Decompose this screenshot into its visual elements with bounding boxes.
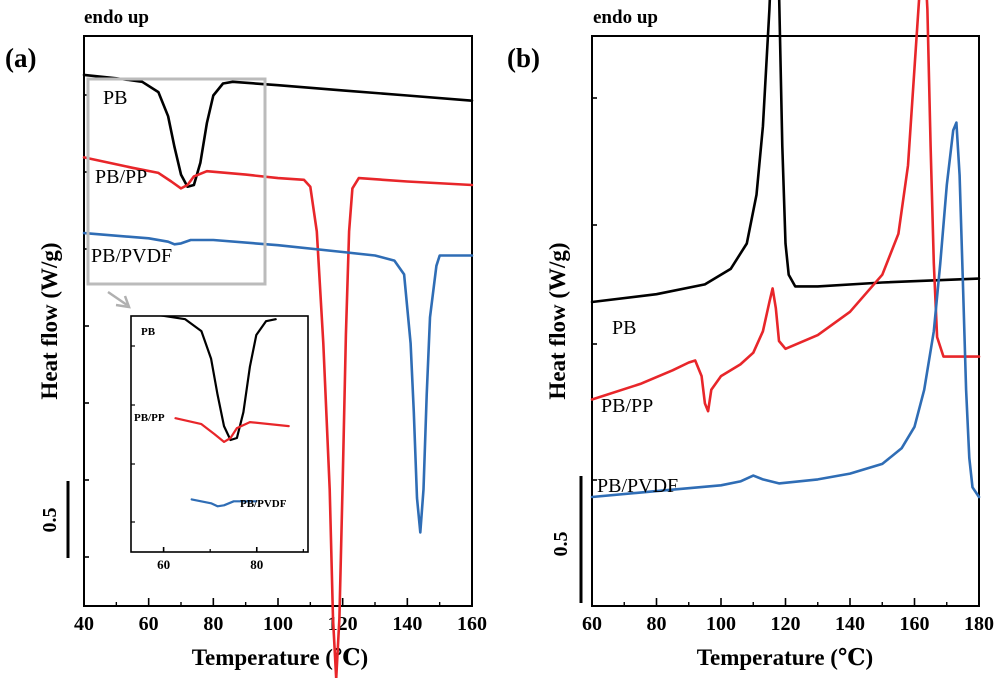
panel-a-x-tick-label-5: 140 (392, 613, 422, 635)
panel-a-x-tick-label-2: 80 (203, 613, 223, 635)
zoom-arrow (107, 290, 131, 309)
inset-series (158, 316, 290, 508)
panel-b-y-ticks (592, 97, 597, 481)
inset-label-pbpvdf: PB/PVDF (240, 498, 287, 510)
inset-x-tick-label-1: 80 (250, 557, 263, 572)
inset-x-axis: 60 80 (131, 345, 304, 572)
panel-a-series (82, 73, 474, 680)
panel-a-scale-bar-label: 0.5 (39, 508, 61, 533)
panel-b-label-pbpvdf: PB/PVDF (597, 475, 678, 497)
panel-b-x-tick-label-4: 140 (835, 613, 865, 635)
panel-a-series-pb-pvdf (82, 231, 474, 534)
panel-a-label-pbpp: PB/PP (95, 166, 147, 188)
inset-x-tick-label-0: 60 (157, 557, 170, 572)
panel-a-y-axis-title: Heat flow (W/g) (37, 242, 62, 399)
panel-a-x-tick-label-4: 120 (328, 613, 358, 635)
panel-a-x-tick-label-3: 100 (263, 613, 293, 635)
panel-a-x-tick-label-0: 40 (74, 613, 94, 635)
panel-a-series-pb-pp (82, 156, 474, 680)
panel-b-label: (b) (507, 43, 540, 73)
panel-b-x-tick-label-0: 60 (582, 613, 602, 635)
panel-a-label: (a) (5, 43, 36, 73)
panel-a-x-axis: 40 60 80 100 120 140 160 (74, 598, 487, 635)
panel-b: (b) endo up 60 80 100 120 140 160 180 Temperat… (507, 0, 994, 670)
inset-series-pb-pp (174, 417, 290, 443)
inset-plot: 60 80 PB PB/PP PB/PVDF (130, 315, 309, 572)
panel-b-series-pb-pvdf (590, 121, 981, 499)
panel-b-series-pb-pp (590, 0, 981, 413)
panel-b-x-tick-label-2: 100 (706, 613, 736, 635)
panel-b-label-pb: PB (612, 317, 636, 339)
panel-b-scale-bar-label: 0.5 (550, 532, 572, 557)
zoom-region-box (86, 77, 267, 286)
panel-b-series-pb (590, 0, 981, 304)
panel-b-x-axis: 60 80 100 120 140 160 180 (582, 598, 994, 635)
panel-a-endo-label: endo up (84, 7, 149, 28)
panel-b-label-pbpp: PB/PP (601, 395, 653, 417)
inset-frame (130, 315, 309, 553)
inset-label-pbpp: PB/PP (134, 412, 165, 424)
panel-b-x-tick-label-1: 80 (647, 613, 667, 635)
inset-label-pb: PB (141, 326, 156, 338)
panel-b-x-tick-label-5: 160 (900, 613, 930, 635)
panel-a: (a) endo up 40 60 80 100 120 140 160 Temperatu… (5, 7, 487, 680)
panel-b-frame (591, 35, 980, 607)
panel-a-x-tick-label-6: 160 (457, 613, 487, 635)
panel-a-x-axis-title: Temperature (℃) (192, 645, 368, 670)
panel-b-x-axis-title: Temperature (℃) (697, 645, 873, 670)
panel-b-y-axis-title: Heat flow (W/g) (545, 242, 570, 399)
panel-b-x-tick-label-6: 180 (964, 613, 994, 635)
panel-a-label-pb: PB (103, 87, 127, 109)
panel-b-endo-label: endo up (593, 7, 658, 28)
panel-b-series (590, 0, 981, 499)
inset-series-pb (158, 316, 277, 442)
panel-a-label-pbpvdf: PB/PVDF (91, 245, 172, 267)
inset-series-pb-pvdf (190, 498, 258, 508)
panel-b-x-tick-label-3: 120 (771, 613, 801, 635)
panel-a-x-tick-label-1: 60 (139, 613, 159, 635)
